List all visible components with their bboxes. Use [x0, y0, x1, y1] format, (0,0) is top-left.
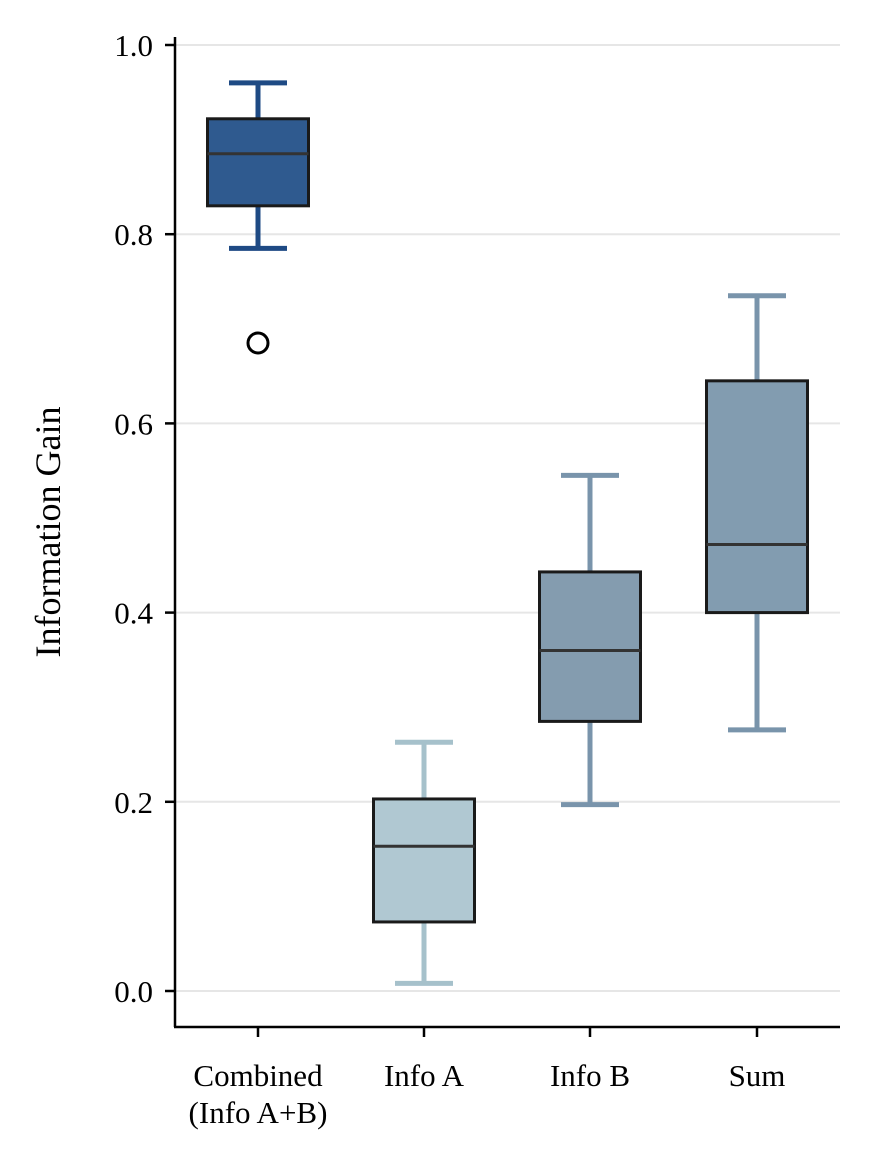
x-tick-label: Combined (Info A+B): [189, 1058, 328, 1130]
box-plot-series: [206, 80, 809, 986]
y-tick-label: 0.0: [114, 974, 153, 1009]
box-group: [538, 472, 642, 808]
box-iqr: [538, 570, 642, 723]
y-axis-ticks: 0.0 0.2 0.4 0.6 0.8 1.0: [114, 28, 175, 1009]
y-tick-label: 0.4: [114, 596, 153, 631]
grid-lines: [175, 44, 840, 992]
x-tick-label: Info B: [550, 1058, 630, 1093]
axes: [173, 37, 840, 1029]
y-axis-label: Information Gain: [28, 407, 68, 658]
y-tick-label: 1.0: [114, 28, 153, 63]
x-tick-label: Info A: [384, 1058, 465, 1093]
x-axis-ticks: Combined (Info A+B) Info A Info B Sum: [189, 1027, 786, 1130]
y-tick-label: 0.6: [114, 406, 153, 441]
box-group: [206, 80, 310, 355]
box-iqr: [372, 797, 476, 924]
box-group: [372, 739, 476, 986]
box-group: [705, 293, 809, 733]
box-iqr: [705, 379, 809, 615]
x-tick-label: Sum: [729, 1058, 786, 1093]
y-tick-label: 0.8: [114, 217, 153, 252]
box-iqr: [206, 117, 310, 208]
y-tick-label: 0.2: [114, 785, 153, 820]
outlier-point: [246, 331, 270, 355]
